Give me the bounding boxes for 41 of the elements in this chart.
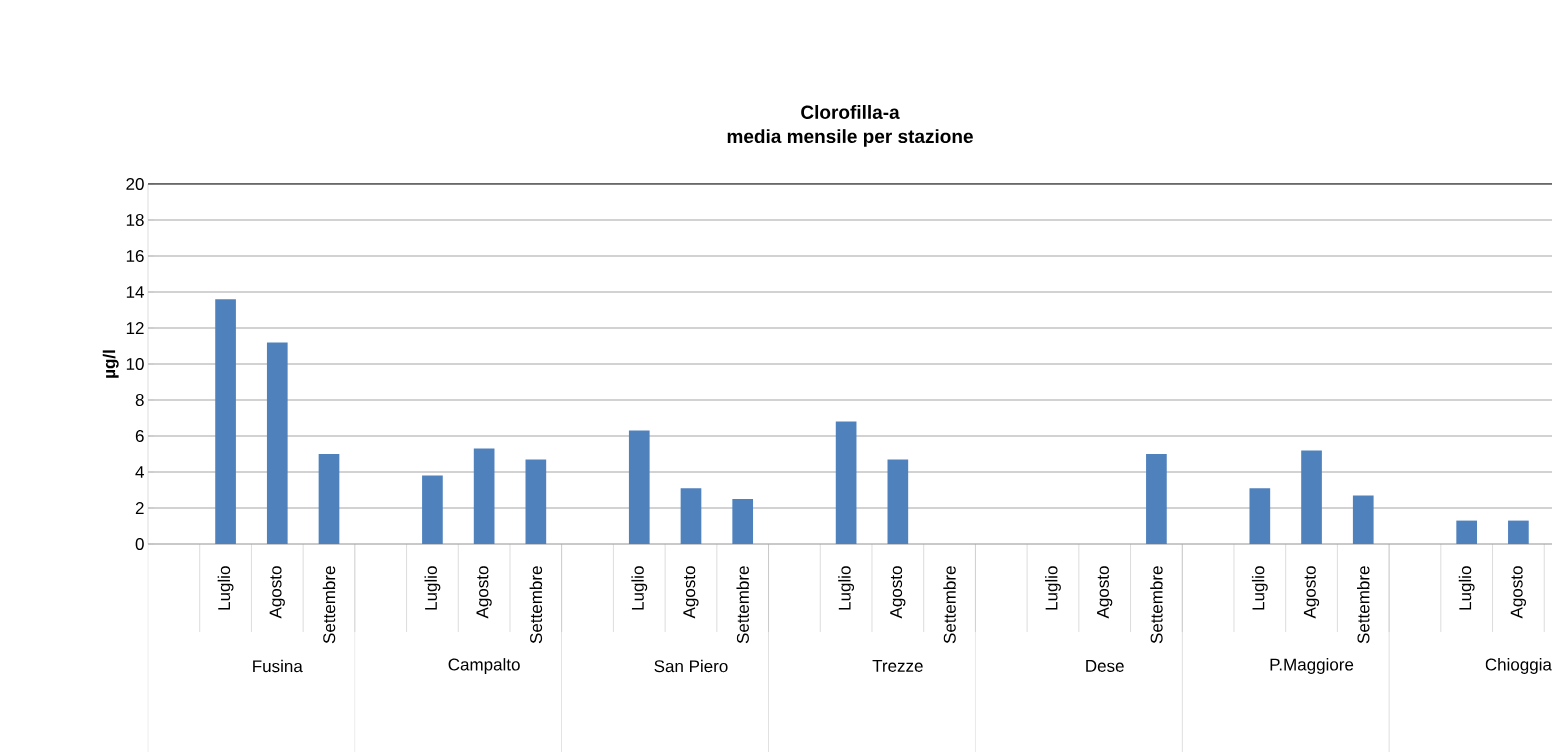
y-tick-label: 16 xyxy=(126,249,144,263)
y-tick-label: 8 xyxy=(135,393,144,407)
text: P.Maggiore xyxy=(1270,658,1354,674)
x-tick-label: Luglio xyxy=(1251,566,1268,610)
text: San Piero xyxy=(654,659,728,673)
chart-title: Clorofilla-a xyxy=(801,105,900,119)
text: Dese xyxy=(1086,660,1124,672)
x-tick-label: Settembre xyxy=(322,566,336,644)
text: Fusina xyxy=(253,659,303,673)
text: Campalto xyxy=(448,658,520,674)
x-tick-label: Luglio xyxy=(217,566,234,610)
y-tick-label: 0 xyxy=(135,537,144,551)
y-tick-label: 14 xyxy=(126,286,144,298)
text: Chioggia xyxy=(1485,658,1552,674)
x-tick-label: Settembre xyxy=(1150,566,1163,644)
y-tick-label: 6 xyxy=(135,429,144,443)
x-tick-label: Agosto xyxy=(1097,566,1113,619)
x-tick-label: Luglio xyxy=(631,566,648,610)
x-tick-label: Luglio xyxy=(1045,566,1061,610)
y-tick-label: 18 xyxy=(126,213,144,227)
x-tick-label: Agosto xyxy=(1510,566,1526,619)
chart-subtitle: media mensile per stazione xyxy=(727,129,973,147)
x-tick-label: Luglio xyxy=(1458,566,1475,610)
y-axis-title: µg/l xyxy=(102,350,119,378)
y-tick-label: 4 xyxy=(135,466,144,478)
x-tick-label: Agosto xyxy=(890,566,906,619)
x-tick-label: Agosto xyxy=(683,566,699,619)
x-tick-label: Agosto xyxy=(476,566,492,619)
x-tick-label: Agosto xyxy=(1303,566,1320,619)
x-tick-label: Settembre xyxy=(529,566,543,644)
text: Trezze xyxy=(872,660,923,672)
x-tick-label: Agosto xyxy=(269,566,285,619)
x-tick-label: Luglio xyxy=(838,566,855,610)
x-tick-label: Settembre xyxy=(943,566,956,644)
y-tick-label: 10 xyxy=(126,357,144,371)
y-tick-label: 2 xyxy=(135,502,144,514)
x-tick-label: Luglio xyxy=(424,566,441,610)
y-tick-label: 12 xyxy=(126,322,144,334)
x-tick-label: Settembre xyxy=(736,566,749,644)
y-tick-label: 20 xyxy=(126,177,144,191)
x-tick-label: Settembre xyxy=(1357,566,1370,644)
